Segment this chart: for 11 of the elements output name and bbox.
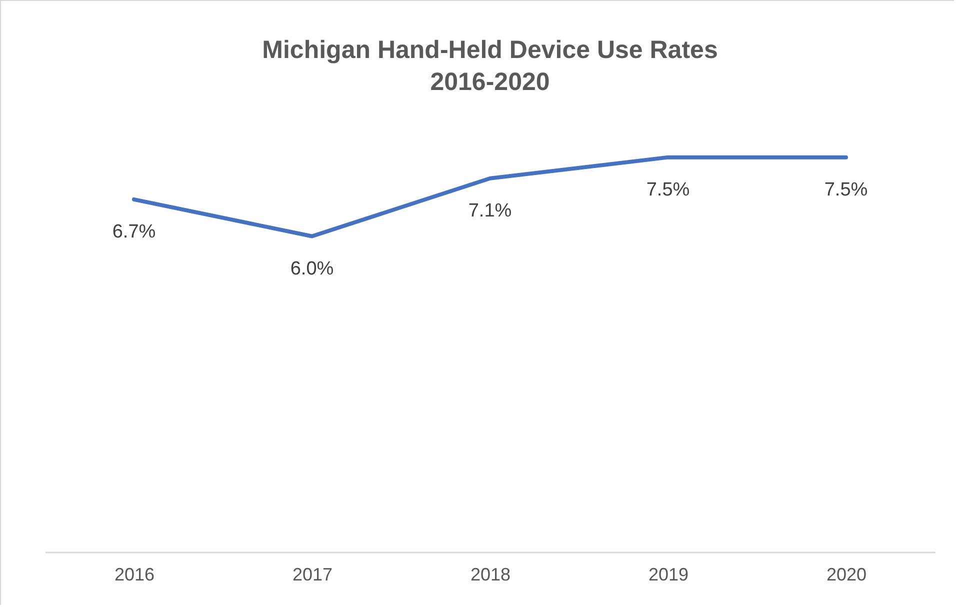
data-label: 7.5% [824, 179, 868, 200]
data-label: 7.5% [646, 179, 690, 200]
x-tick-label: 2019 [648, 564, 689, 584]
x-tick-label: 2016 [114, 564, 155, 584]
x-tick-label: 2020 [826, 564, 867, 584]
x-tick-label: 2017 [292, 564, 333, 584]
x-tick-label: 2018 [470, 564, 511, 584]
data-label: 6.0% [290, 258, 334, 280]
data-label: 7.1% [468, 200, 512, 222]
data-label: 6.7% [112, 221, 156, 242]
chart-title: Michigan Hand-Held Device Use Rates 2016-2020 [262, 36, 718, 96]
